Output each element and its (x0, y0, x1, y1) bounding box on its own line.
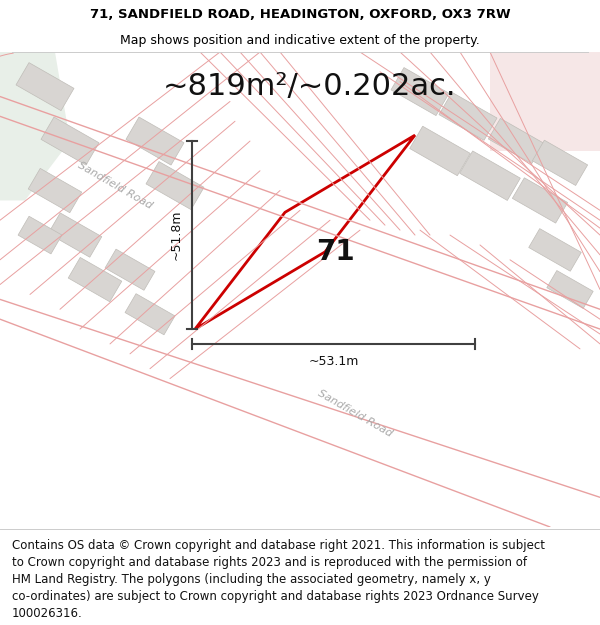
Polygon shape (488, 118, 544, 164)
Text: 71, SANDFIELD ROAD, HEADINGTON, OXFORD, OX3 7RW: 71, SANDFIELD ROAD, HEADINGTON, OXFORD, … (89, 8, 511, 21)
Text: Sandfield Road: Sandfield Road (76, 160, 154, 211)
Text: Contains OS data © Crown copyright and database right 2021. This information is : Contains OS data © Crown copyright and d… (12, 539, 545, 552)
Text: ~51.8m: ~51.8m (170, 210, 182, 261)
Polygon shape (68, 258, 122, 302)
Polygon shape (460, 151, 520, 201)
Polygon shape (41, 117, 99, 165)
Polygon shape (547, 271, 593, 309)
Text: 71: 71 (316, 238, 355, 266)
Polygon shape (410, 126, 470, 176)
Polygon shape (125, 294, 175, 335)
Polygon shape (146, 162, 204, 209)
Polygon shape (532, 140, 587, 186)
Polygon shape (28, 168, 82, 212)
Polygon shape (529, 229, 581, 271)
Polygon shape (16, 62, 74, 111)
Text: 100026316.: 100026316. (12, 608, 83, 621)
Polygon shape (105, 249, 155, 290)
Polygon shape (48, 213, 102, 258)
Polygon shape (126, 117, 184, 165)
Polygon shape (512, 177, 568, 223)
Polygon shape (0, 52, 70, 201)
Polygon shape (490, 52, 600, 151)
Text: ~53.1m: ~53.1m (308, 355, 359, 368)
Polygon shape (439, 92, 497, 141)
Polygon shape (391, 68, 449, 116)
Text: co-ordinates) are subject to Crown copyright and database rights 2023 Ordnance S: co-ordinates) are subject to Crown copyr… (12, 590, 539, 603)
Text: ~819m²/~0.202ac.: ~819m²/~0.202ac. (163, 72, 457, 101)
Text: HM Land Registry. The polygons (including the associated geometry, namely x, y: HM Land Registry. The polygons (includin… (12, 573, 491, 586)
Polygon shape (18, 216, 62, 254)
Text: Sandfield Road: Sandfield Road (316, 388, 394, 439)
Text: to Crown copyright and database rights 2023 and is reproduced with the permissio: to Crown copyright and database rights 2… (12, 556, 527, 569)
Text: Map shows position and indicative extent of the property.: Map shows position and indicative extent… (120, 34, 480, 47)
